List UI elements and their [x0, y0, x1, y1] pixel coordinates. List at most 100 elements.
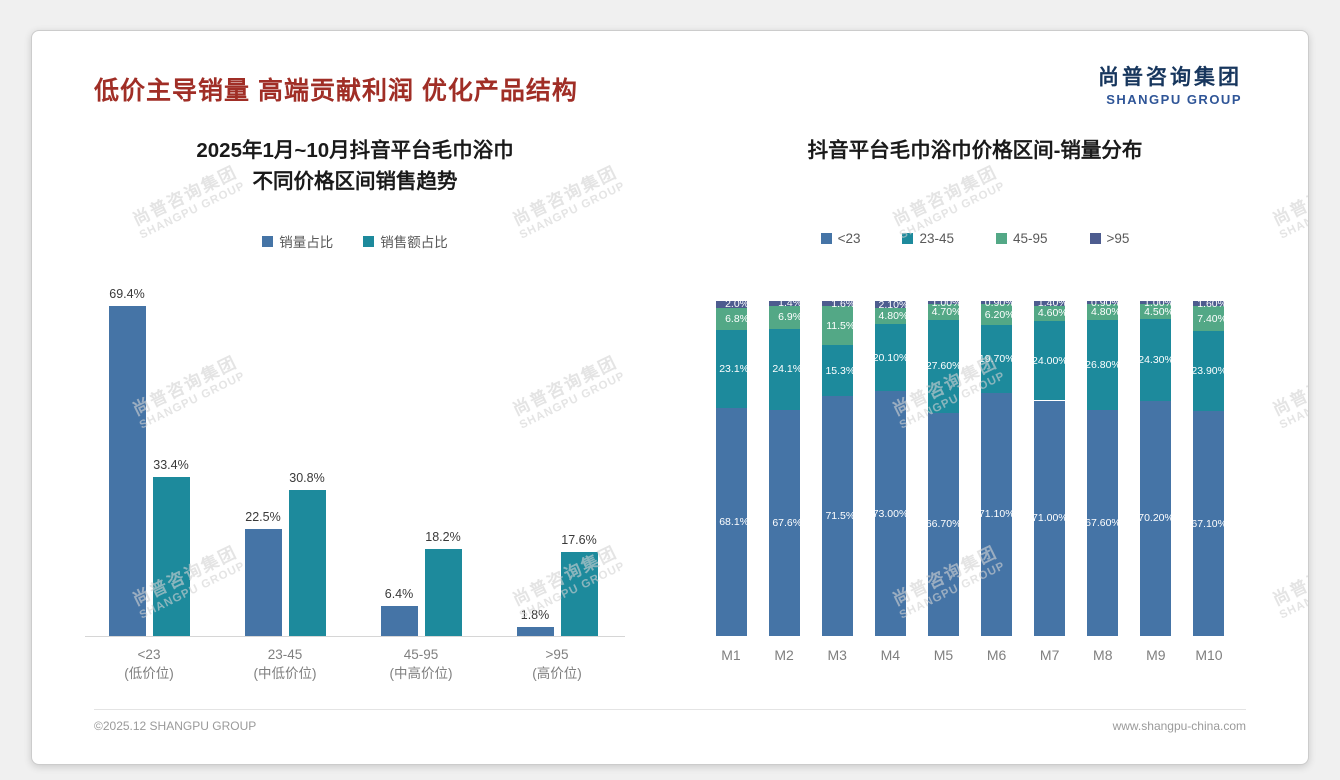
x-axis-month-label: M8 [1093, 647, 1113, 663]
segment-value-label: 1.6% [831, 297, 856, 310]
stacked-bar-segment [927, 304, 959, 321]
segment-value-label: 70.20% [1138, 512, 1174, 525]
bar-value-label: 1.8% [520, 608, 550, 623]
footer-website: www.shangpu-china.com [1112, 719, 1246, 733]
segment-value-label: 15.3% [825, 364, 856, 377]
legend-marker-icon [1089, 233, 1101, 244]
footer-copyright: ©2025.12 SHANGPU GROUP [94, 719, 257, 733]
legend-marker-icon [996, 233, 1007, 244]
stacked-bar-segment [874, 308, 906, 325]
x-axis-month-label: M1 [721, 647, 741, 663]
left-chart-title-line1: 2025年1月~10月抖音平台毛巾浴巾 [196, 139, 514, 162]
stacked-bar-segment [1034, 400, 1066, 636]
legend-label: 45-95 [1013, 231, 1048, 246]
segment-value-label: 1.00% [1144, 296, 1174, 309]
stacked-bar-segment [1140, 319, 1172, 401]
stacked-bar-segment [1140, 301, 1172, 305]
x-axis-month-label: M6 [986, 647, 1007, 663]
bar-value-label: 18.2% [425, 530, 461, 545]
stacked-bar-segment [1140, 400, 1172, 636]
grouped-bar [560, 552, 598, 636]
stacked-bar-segment [715, 301, 747, 308]
segment-value-label: 23.1% [719, 363, 749, 376]
plot-layer: 69.4% 22.5% 6.4% 1.8% 33.4% 30.8% 18.2% 17.6% <2… [32, 31, 1308, 764]
legend-label: 销售额占比 [380, 235, 448, 250]
stacked-bar-segment [874, 391, 906, 636]
segment-value-label: 4.60% [1037, 307, 1068, 320]
stacked-bar-segment [874, 301, 906, 309]
grouped-bar [152, 477, 190, 636]
stacked-bar-segment [1193, 411, 1225, 636]
grouped-bar [108, 306, 146, 636]
stacked-bar-segment [981, 301, 1013, 305]
stacked-bar-segment [715, 407, 747, 636]
segment-value-label: 1.60% [1197, 297, 1227, 310]
stacked-bar-segment [768, 409, 800, 636]
x-axis-category-label: <23 (低价位) [79, 645, 219, 683]
bar-value-label: 22.5% [245, 510, 281, 524]
bar-value-label: 6.4% [384, 586, 414, 601]
stacked-bar-segment [981, 392, 1013, 636]
x-axis-month-label: M10 [1195, 647, 1223, 663]
left-chart-legend: 销量占比 销售额占比 [85, 231, 625, 251]
stacked-bar-segment [1087, 320, 1119, 410]
slide: 低价主导销量 高端贡献利润 优化产品结构 尚普咨询集团 SHANGPU GROU… [31, 30, 1309, 765]
stacked-bar-segment [1034, 301, 1066, 306]
left-chart-x-axis [85, 636, 625, 637]
grouped-bar [244, 529, 282, 636]
legend-item: 销量占比 [262, 231, 333, 251]
segment-value-label: 73.00% [872, 507, 909, 520]
grouped-bar [424, 549, 462, 636]
segment-value-label: 1.4% [778, 297, 803, 310]
category-subname: (中高价位) [389, 666, 453, 681]
category-name: >95 [545, 647, 569, 662]
x-axis-month-label: M2 [774, 647, 794, 663]
stacked-bar-segment [715, 307, 747, 331]
stacked-bar-segment [1140, 304, 1172, 320]
segment-value-label: 66.70% [925, 518, 962, 531]
stacked-bar-segment [1034, 320, 1066, 401]
segment-value-label: 4.70% [931, 306, 962, 319]
category-name: 23-45 [267, 647, 303, 662]
legend-marker-icon [262, 235, 274, 247]
right-chart-legend: <23 23-45 45-95 >95 [685, 231, 1265, 246]
segment-value-label: 4.50% [1144, 305, 1174, 318]
stacked-bar-segment [768, 305, 800, 329]
grouped-bar [516, 627, 554, 636]
segment-value-label: 23.90% [1191, 365, 1227, 378]
stacked-bar-segment [981, 304, 1013, 326]
segment-value-label: 7.40% [1197, 312, 1227, 325]
legend-label: <23 [837, 231, 861, 246]
x-axis-month-label: M4 [880, 647, 901, 663]
stacked-bar-segment [821, 306, 853, 345]
x-axis-category-label: >95 (高价位) [487, 645, 627, 683]
segment-value-label: 4.80% [878, 310, 909, 323]
stacked-bar-segment [1087, 304, 1119, 321]
stacked-bar-segment [1034, 305, 1066, 321]
category-subname: (低价位) [124, 666, 174, 681]
x-axis-month-label: M9 [1146, 647, 1166, 663]
bar-value-label: 33.4% [153, 458, 189, 473]
segment-value-label: 24.00% [1032, 354, 1068, 367]
stacked-bar-segment [927, 301, 959, 305]
legend-marker-icon [820, 233, 832, 244]
x-axis-month-label: M7 [1039, 647, 1060, 663]
category-name: <23 [137, 647, 161, 662]
stacked-bar-segment [821, 396, 853, 636]
segment-value-label: 26.80% [1085, 358, 1121, 371]
legend-label: 销量占比 [279, 235, 334, 250]
segment-value-label: 67.10% [1191, 517, 1227, 530]
stacked-bar-segment [927, 320, 959, 413]
category-subname: (高价位) [532, 666, 582, 681]
stacked-bar-segment [927, 412, 959, 636]
stacked-bar-segment [981, 325, 1013, 393]
x-axis-month-label: M3 [827, 647, 847, 663]
stacked-bar-segment [1087, 409, 1119, 636]
logo-chinese-text: 尚普咨询集团 [1098, 66, 1242, 89]
segment-value-label: 68.1% [719, 515, 749, 528]
segment-value-label: 27.60% [925, 360, 962, 373]
legend-item: <23 [820, 231, 861, 246]
logo-english-text: SHANGPU GROUP [1106, 92, 1242, 107]
segment-value-label: 24.1% [772, 363, 803, 376]
